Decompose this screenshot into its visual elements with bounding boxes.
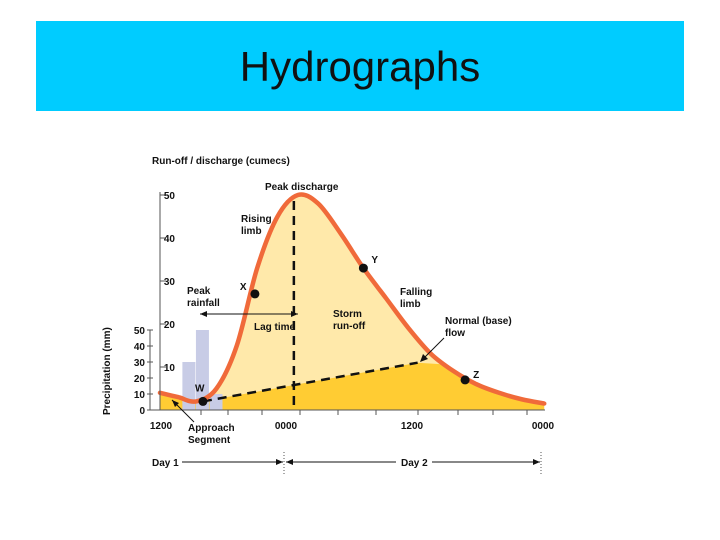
normal-flow-arrow-head <box>420 354 428 362</box>
marker-label-x: X <box>240 282 247 293</box>
peak-rainfall-label-1: Peak <box>187 286 211 297</box>
y-tick-label-4: 10 <box>164 363 176 374</box>
normal-flow-label-1: Normal (base) <box>445 316 512 327</box>
approach-arrow-head <box>172 400 179 407</box>
rising-limb-label-1: Rising <box>241 214 272 225</box>
approach-label-1: Approach <box>188 423 235 434</box>
lag-arrow-head-right <box>291 311 298 317</box>
normal-flow-arrow <box>421 337 445 361</box>
precip-tick-label-3: 20 <box>134 374 146 385</box>
marker-y <box>358 263 368 273</box>
approach-label-2: Segment <box>188 435 231 446</box>
y-tick-label-2: 30 <box>164 277 176 288</box>
x-tick-label-2: 1200 <box>401 421 424 432</box>
storm-runoff-label-1: Storm <box>333 309 362 320</box>
y-tick-label-3: 20 <box>164 320 176 331</box>
slide-title: Hydrographs <box>239 43 481 90</box>
x-ticks: 1200 0000 1200 0000 <box>150 410 555 432</box>
lag-time-label: Lag time <box>254 322 296 333</box>
rising-limb-label-2: limb <box>241 226 262 237</box>
marker-label-w: W <box>195 383 205 394</box>
lag-arrow-head-left <box>200 311 207 317</box>
y-ticks: 50 40 30 20 10 <box>160 191 175 374</box>
y-tick-label-1: 40 <box>164 234 176 245</box>
precip-tick-label-5: 0 <box>139 406 145 417</box>
storm-runoff-label-2: run-off <box>333 321 366 332</box>
precip-tick-label-2: 30 <box>134 358 146 369</box>
discharge-curve <box>157 192 547 406</box>
x-tick-label-1: 0000 <box>275 421 298 432</box>
peak-discharge-label: Peak discharge <box>265 182 339 193</box>
title-bar: Hydrographs <box>36 21 684 111</box>
normal-flow-label-2: flow <box>445 328 465 339</box>
precip-tick-label-0: 50 <box>134 326 146 337</box>
y-tick-label-0: 50 <box>164 191 176 202</box>
marker-z <box>460 375 470 385</box>
x-tick-label-3: 0000 <box>532 421 555 432</box>
baseflow-line <box>202 361 418 403</box>
peak-rainfall-label-2: rainfall <box>187 298 220 309</box>
precip-ticks: 50 40 30 20 10 0 <box>134 326 153 417</box>
marker-label-y: Y <box>371 255 378 266</box>
marker-w <box>198 396 208 406</box>
precip-axis-label: Precipitation (mm) <box>102 327 113 415</box>
falling-limb-label-2: limb <box>400 299 421 310</box>
day-2-arrow-head-left <box>286 459 293 465</box>
y-axis-label: Run-off / discharge (cumecs) <box>152 156 290 167</box>
curve-markers: W X Y Z <box>195 255 479 406</box>
precip-tick-label-4: 10 <box>134 390 146 401</box>
day-1-arrow-head <box>276 459 283 465</box>
marker-x <box>250 289 260 299</box>
falling-limb-label-1: Falling <box>400 287 432 298</box>
day-1-label: Day 1 <box>152 458 179 469</box>
day-2-label: Day 2 <box>401 458 428 469</box>
storm-runoff-area <box>160 194 545 410</box>
rainfall-bar-1 <box>195 330 209 410</box>
precip-tick-label-1: 40 <box>134 342 146 353</box>
x-tick-label-0: 1200 <box>150 421 173 432</box>
marker-label-z: Z <box>473 370 479 381</box>
day-2-arrow-head-right <box>533 459 540 465</box>
